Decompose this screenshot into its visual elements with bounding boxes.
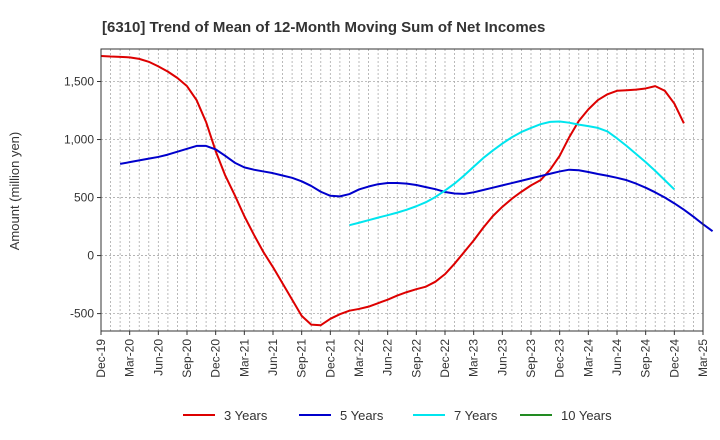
x-tick-label: Jun-20 xyxy=(151,339,165,376)
legend-label: 10 Years xyxy=(561,408,612,423)
x-tick-label: Sep-22 xyxy=(409,339,423,378)
x-tick-label: Dec-22 xyxy=(438,339,452,378)
legend: 3 Years 5 Years 7 Years 10 Years xyxy=(183,408,612,423)
y-tick-label: 1,500 xyxy=(64,74,94,88)
x-tick-label: Mar-20 xyxy=(123,339,137,377)
x-tick-label: Sep-21 xyxy=(295,339,309,378)
chart-title: [6310] Trend of Mean of 12-Month Moving … xyxy=(102,19,545,36)
legend-label: 3 Years xyxy=(224,408,268,423)
x-tick-label: Dec-20 xyxy=(209,339,223,378)
x-tick-label: Sep-24 xyxy=(639,339,653,378)
plot-area xyxy=(100,48,714,332)
y-axis-label: Amount (million yen) xyxy=(7,132,22,251)
x-axis-ticks: Dec-19 Mar-20 Jun-20 Sep-20 Dec-20 Mar-21 Jun-… xyxy=(94,331,710,378)
x-tick-label: Mar-22 xyxy=(352,339,366,377)
x-tick-label: Mar-24 xyxy=(581,339,595,377)
y-tick-label: 0 xyxy=(87,249,94,263)
y-axis-ticks: -500 0 500 1,000 1,500 xyxy=(64,74,101,321)
x-tick-label: Dec-21 xyxy=(323,339,337,378)
y-tick-label: -500 xyxy=(70,307,94,321)
vertical-gridlines xyxy=(110,49,694,331)
horizontal-gridlines xyxy=(101,81,703,314)
x-tick-label: Mar-25 xyxy=(696,339,710,377)
series-layer xyxy=(100,54,714,327)
x-tick-label: Jun-22 xyxy=(381,339,395,376)
series-line-7-years xyxy=(349,120,676,227)
x-tick-label: Sep-23 xyxy=(524,339,538,378)
series-line-5-years xyxy=(119,144,714,233)
x-tick-label: Jun-21 xyxy=(266,339,280,376)
series-line-3-years xyxy=(100,54,685,327)
x-tick-label: Mar-21 xyxy=(237,339,251,377)
x-tick-label: Dec-19 xyxy=(94,339,108,378)
x-tick-label: Jun-23 xyxy=(495,339,509,376)
plot-frame xyxy=(100,48,704,332)
x-tick-label: Dec-23 xyxy=(553,339,567,378)
legend-label: 5 Years xyxy=(340,408,384,423)
x-tick-label: Mar-23 xyxy=(467,339,481,377)
x-tick-label: Sep-20 xyxy=(180,339,194,378)
x-tick-label: Dec-24 xyxy=(667,339,681,378)
legend-label: 7 Years xyxy=(454,408,498,423)
y-tick-label: 1,000 xyxy=(64,133,94,147)
x-tick-label: Jun-24 xyxy=(610,339,624,376)
y-tick-label: 500 xyxy=(74,191,94,205)
